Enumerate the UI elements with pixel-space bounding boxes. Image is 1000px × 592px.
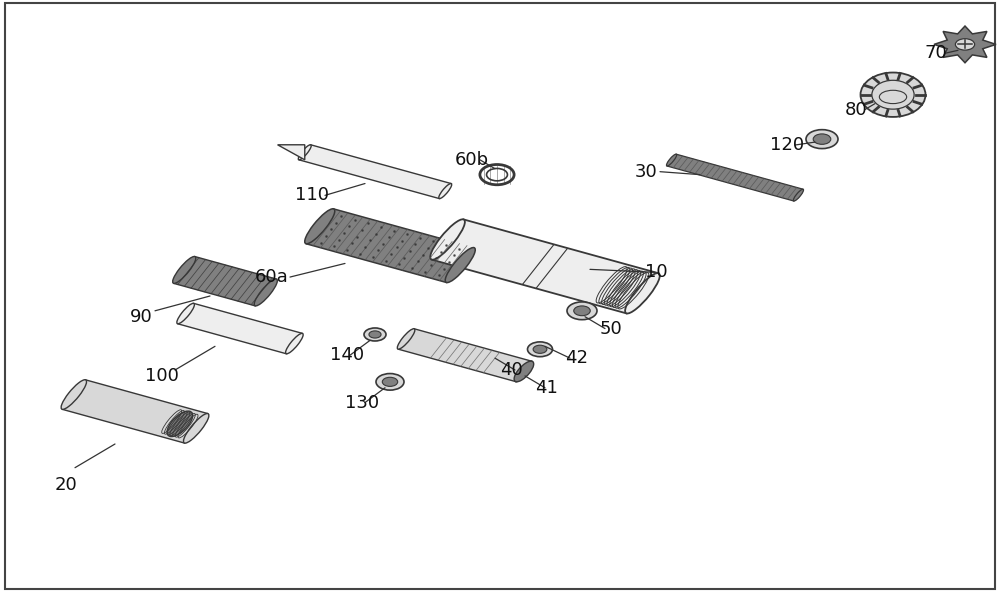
Ellipse shape [254, 279, 277, 306]
Text: 100: 100 [145, 367, 179, 385]
Ellipse shape [793, 189, 804, 201]
Polygon shape [174, 256, 276, 306]
Text: 40: 40 [500, 361, 523, 379]
Polygon shape [398, 329, 532, 382]
Ellipse shape [382, 377, 398, 387]
Polygon shape [667, 154, 803, 201]
Text: 90: 90 [130, 308, 153, 326]
Ellipse shape [528, 342, 552, 356]
Ellipse shape [445, 247, 475, 282]
Text: 80: 80 [845, 101, 868, 118]
Polygon shape [62, 380, 208, 443]
Ellipse shape [813, 134, 831, 144]
Ellipse shape [61, 379, 87, 410]
Text: 60a: 60a [255, 268, 289, 286]
Ellipse shape [806, 130, 838, 149]
Text: 140: 140 [330, 346, 364, 364]
Polygon shape [299, 145, 451, 198]
Text: 30: 30 [635, 163, 658, 181]
Circle shape [955, 38, 975, 50]
Polygon shape [432, 220, 658, 313]
Polygon shape [178, 303, 302, 354]
Ellipse shape [298, 144, 311, 160]
Ellipse shape [376, 374, 404, 390]
Ellipse shape [860, 72, 926, 117]
Ellipse shape [369, 331, 381, 338]
Ellipse shape [515, 361, 533, 382]
Ellipse shape [183, 413, 209, 443]
Text: 10: 10 [645, 263, 668, 281]
Ellipse shape [533, 345, 547, 353]
Ellipse shape [286, 333, 303, 354]
Polygon shape [306, 209, 474, 282]
Ellipse shape [625, 273, 660, 314]
Text: 120: 120 [770, 136, 804, 154]
Ellipse shape [173, 256, 196, 284]
Ellipse shape [364, 328, 386, 341]
Ellipse shape [439, 184, 452, 199]
Ellipse shape [567, 302, 597, 320]
Ellipse shape [167, 411, 193, 436]
Text: 42: 42 [565, 349, 588, 367]
Text: 130: 130 [345, 394, 379, 411]
Ellipse shape [666, 154, 677, 166]
Text: 50: 50 [600, 320, 623, 337]
Ellipse shape [430, 219, 465, 260]
Ellipse shape [397, 329, 415, 349]
Text: 70: 70 [925, 44, 948, 62]
Ellipse shape [879, 90, 907, 104]
Text: 60b: 60b [455, 151, 489, 169]
Polygon shape [934, 26, 996, 63]
Text: 110: 110 [295, 186, 329, 204]
Ellipse shape [305, 209, 335, 244]
Ellipse shape [177, 303, 194, 324]
Text: 20: 20 [55, 477, 78, 494]
Text: 41: 41 [535, 379, 558, 397]
Ellipse shape [514, 361, 534, 382]
Ellipse shape [574, 306, 590, 316]
Polygon shape [278, 145, 305, 160]
